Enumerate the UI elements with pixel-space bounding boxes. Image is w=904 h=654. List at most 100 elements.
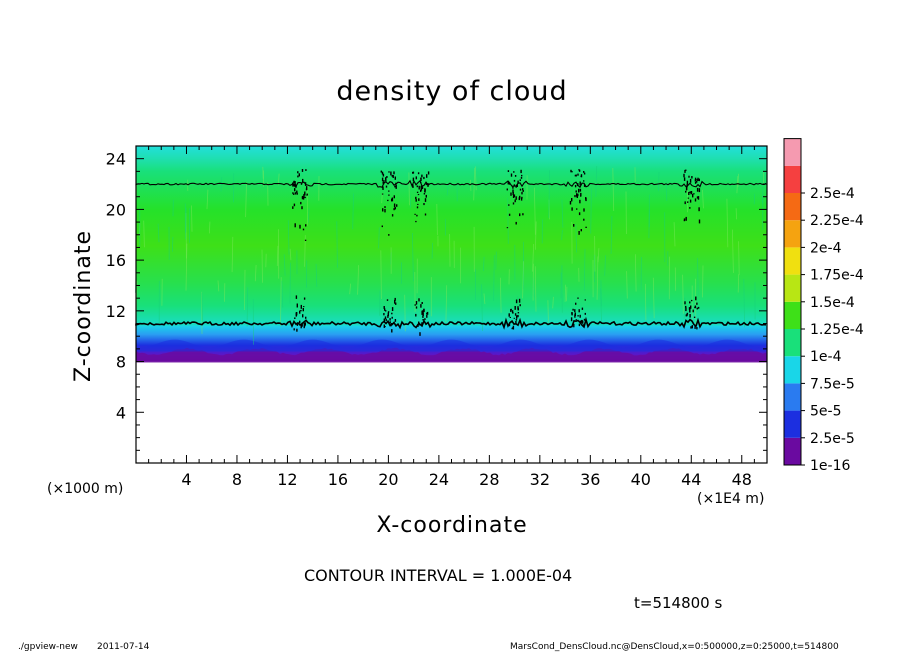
disturbance-mark <box>690 191 693 195</box>
texture-streak <box>534 187 536 235</box>
disturbance-mark <box>388 194 390 196</box>
disturbance-mark <box>512 186 514 189</box>
disturbance-mark <box>519 213 521 217</box>
disturbance-mark <box>384 206 386 208</box>
disturbance-mark <box>383 306 385 309</box>
disturbance-mark <box>696 187 699 192</box>
colorbar-segment <box>784 437 801 465</box>
disturbance-mark <box>696 180 698 183</box>
disturbance-mark <box>392 175 394 178</box>
x-tick-label: 44 <box>681 470 701 489</box>
disturbance-mark <box>575 190 577 193</box>
disturbance-mark <box>683 173 685 178</box>
density-field <box>135 146 767 363</box>
texture-streak <box>735 208 737 220</box>
disturbance-mark <box>384 208 386 213</box>
x-tick-label: 40 <box>631 470 651 489</box>
disturbance-mark <box>514 175 517 177</box>
disturbance-mark <box>573 224 575 227</box>
disturbance-mark <box>576 184 579 186</box>
disturbance-mark <box>387 199 389 202</box>
disturbance-mark <box>390 323 392 327</box>
disturbance-mark <box>583 180 585 182</box>
disturbance-mark <box>698 188 701 193</box>
disturbance-mark <box>303 326 305 329</box>
disturbance-mark <box>382 173 385 177</box>
disturbance-mark <box>422 319 424 321</box>
disturbance-mark <box>578 169 580 171</box>
disturbance-mark <box>412 184 414 188</box>
colorbar-segment <box>784 301 801 329</box>
texture-streak <box>507 197 509 244</box>
disturbance-mark <box>304 182 307 186</box>
disturbance-mark <box>577 173 579 176</box>
colorbar-segment <box>784 193 801 221</box>
texture-streak <box>682 274 684 314</box>
disturbance-mark <box>394 176 396 180</box>
disturbance-mark <box>414 213 416 215</box>
disturbance-mark <box>301 323 303 327</box>
texture-streak <box>412 232 414 282</box>
disturbance-mark <box>694 198 697 202</box>
texture-streak <box>596 256 599 300</box>
disturbance-mark <box>688 175 690 178</box>
disturbance-mark <box>508 323 511 327</box>
x-axis-label: X-coordinate <box>376 513 528 538</box>
texture-streak <box>600 280 602 307</box>
disturbance-mark <box>519 195 521 199</box>
disturbance-mark <box>696 307 698 310</box>
texture-streak <box>191 205 193 232</box>
disturbance-mark <box>423 203 425 206</box>
x-tick-label: 48 <box>732 470 752 489</box>
disturbance-mark <box>507 170 510 172</box>
disturbance-mark <box>296 328 298 332</box>
disturbance-mark <box>517 312 520 314</box>
texture-streak <box>220 176 223 192</box>
contour-interval-label: CONTOUR INTERVAL = 1.000E-04 <box>304 566 573 585</box>
disturbance-mark <box>697 306 700 309</box>
disturbance-mark <box>574 312 576 316</box>
disturbance-mark <box>300 201 302 205</box>
disturbance-mark <box>519 188 522 191</box>
disturbance-mark <box>570 317 573 322</box>
disturbance-mark <box>521 191 523 195</box>
disturbance-mark <box>424 188 426 192</box>
disturbance-mark <box>512 189 514 194</box>
colorbar-label: 2.5e-5 <box>810 431 855 447</box>
disturbance-mark <box>690 305 692 309</box>
disturbance-mark <box>695 296 697 301</box>
texture-streak <box>604 255 606 276</box>
disturbance-mark <box>693 193 695 195</box>
disturbance-mark <box>393 171 395 175</box>
disturbance-mark <box>583 208 585 212</box>
disturbance-mark <box>427 183 429 187</box>
disturbance-mark <box>508 182 511 185</box>
disturbance-mark <box>381 177 384 182</box>
colorbar-segment <box>784 247 801 275</box>
time-label: t=514800 s <box>634 594 723 612</box>
disturbance-mark <box>421 302 423 304</box>
disturbance-mark <box>573 323 575 328</box>
disturbance-mark <box>301 195 304 199</box>
disturbance-mark <box>423 176 425 180</box>
texture-streak <box>522 261 524 299</box>
disturbance-mark <box>571 312 573 315</box>
disturbance-mark <box>381 171 384 175</box>
texture-streak <box>595 165 598 197</box>
disturbance-mark <box>688 192 690 195</box>
texture-streak <box>737 274 740 293</box>
disturbance-mark <box>686 312 689 315</box>
disturbance-mark <box>394 297 396 301</box>
texture-streak <box>474 166 477 191</box>
disturbance-mark <box>585 197 587 200</box>
disturbance-mark <box>579 181 581 186</box>
disturbance-mark <box>424 198 427 202</box>
disturbance-mark <box>426 312 428 315</box>
disturbance-mark <box>382 186 384 189</box>
disturbance-mark <box>391 307 394 311</box>
disturbance-mark <box>689 302 691 304</box>
x-unit-label: (×1000 m) <box>47 481 124 497</box>
disturbance-mark <box>576 193 578 197</box>
disturbance-mark <box>391 198 393 202</box>
disturbance-mark <box>683 219 686 222</box>
